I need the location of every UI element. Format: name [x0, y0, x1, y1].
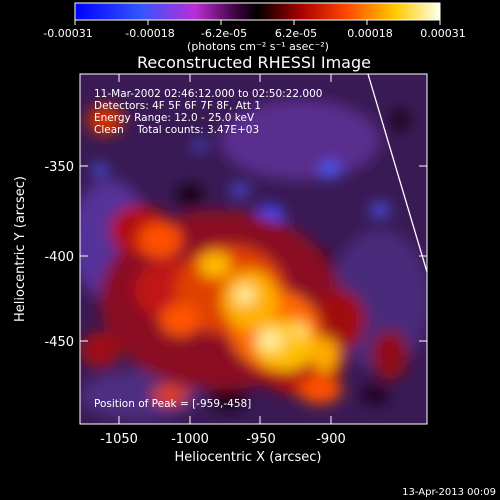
- x-tick-label-1: -1050: [100, 432, 138, 447]
- x-tick-label-3: -950: [246, 432, 276, 447]
- flare-image: [80, 74, 427, 424]
- colorbar-tick-4: 6.2e-05: [275, 27, 317, 40]
- y-tick-label-3: -450: [44, 335, 74, 350]
- y-tick-label-2: -400: [44, 250, 74, 265]
- colorbar: [74, 2, 441, 21]
- peak-position: Position of Peak = [-959,-458]: [94, 398, 251, 410]
- plot-title: Reconstructed RHESSI Image: [137, 53, 371, 72]
- colorbar-tick-6: 0.00031: [420, 27, 466, 40]
- annotation-clean-counts: Clean Total counts: 3.47E+03: [94, 124, 259, 136]
- x-axis-ticks: [118, 74, 332, 424]
- y-axis-label: Heliocentric Y (arcsec): [13, 176, 28, 322]
- footer-date: 13-Apr-2013 00:09: [402, 487, 496, 498]
- annotation-detectors: Detectors: 4F 5F 6F 7F 8F, Att 1: [94, 100, 261, 112]
- solar-limb-line: [367, 74, 427, 273]
- y-axis-ticks: [80, 165, 427, 342]
- colorbar-ticks: [74, 20, 441, 25]
- y-tick-label-1: -350: [44, 160, 74, 175]
- annotation-time-range: 11-Mar-2002 02:46:12.000 to 02:50:22.000: [94, 88, 322, 100]
- annotation-energy-range: Energy Range: 12.0 - 25.0 keV: [94, 112, 255, 124]
- x-tick-label-2: -1000: [171, 432, 209, 447]
- colorbar-units: (photons cm⁻² s⁻¹ asec⁻²): [187, 40, 329, 53]
- x-tick-label-4: -900: [316, 432, 346, 447]
- plot-frame: [79, 73, 428, 425]
- x-axis-label: Heliocentric X (arcsec): [175, 450, 322, 465]
- colorbar-tick-5: 0.00018: [347, 27, 393, 40]
- colorbar-tick-2: -0.00018: [125, 27, 174, 40]
- colorbar-tick-3: -6.2e-05: [201, 27, 247, 40]
- colorbar-tick-1: -0.00031: [43, 27, 92, 40]
